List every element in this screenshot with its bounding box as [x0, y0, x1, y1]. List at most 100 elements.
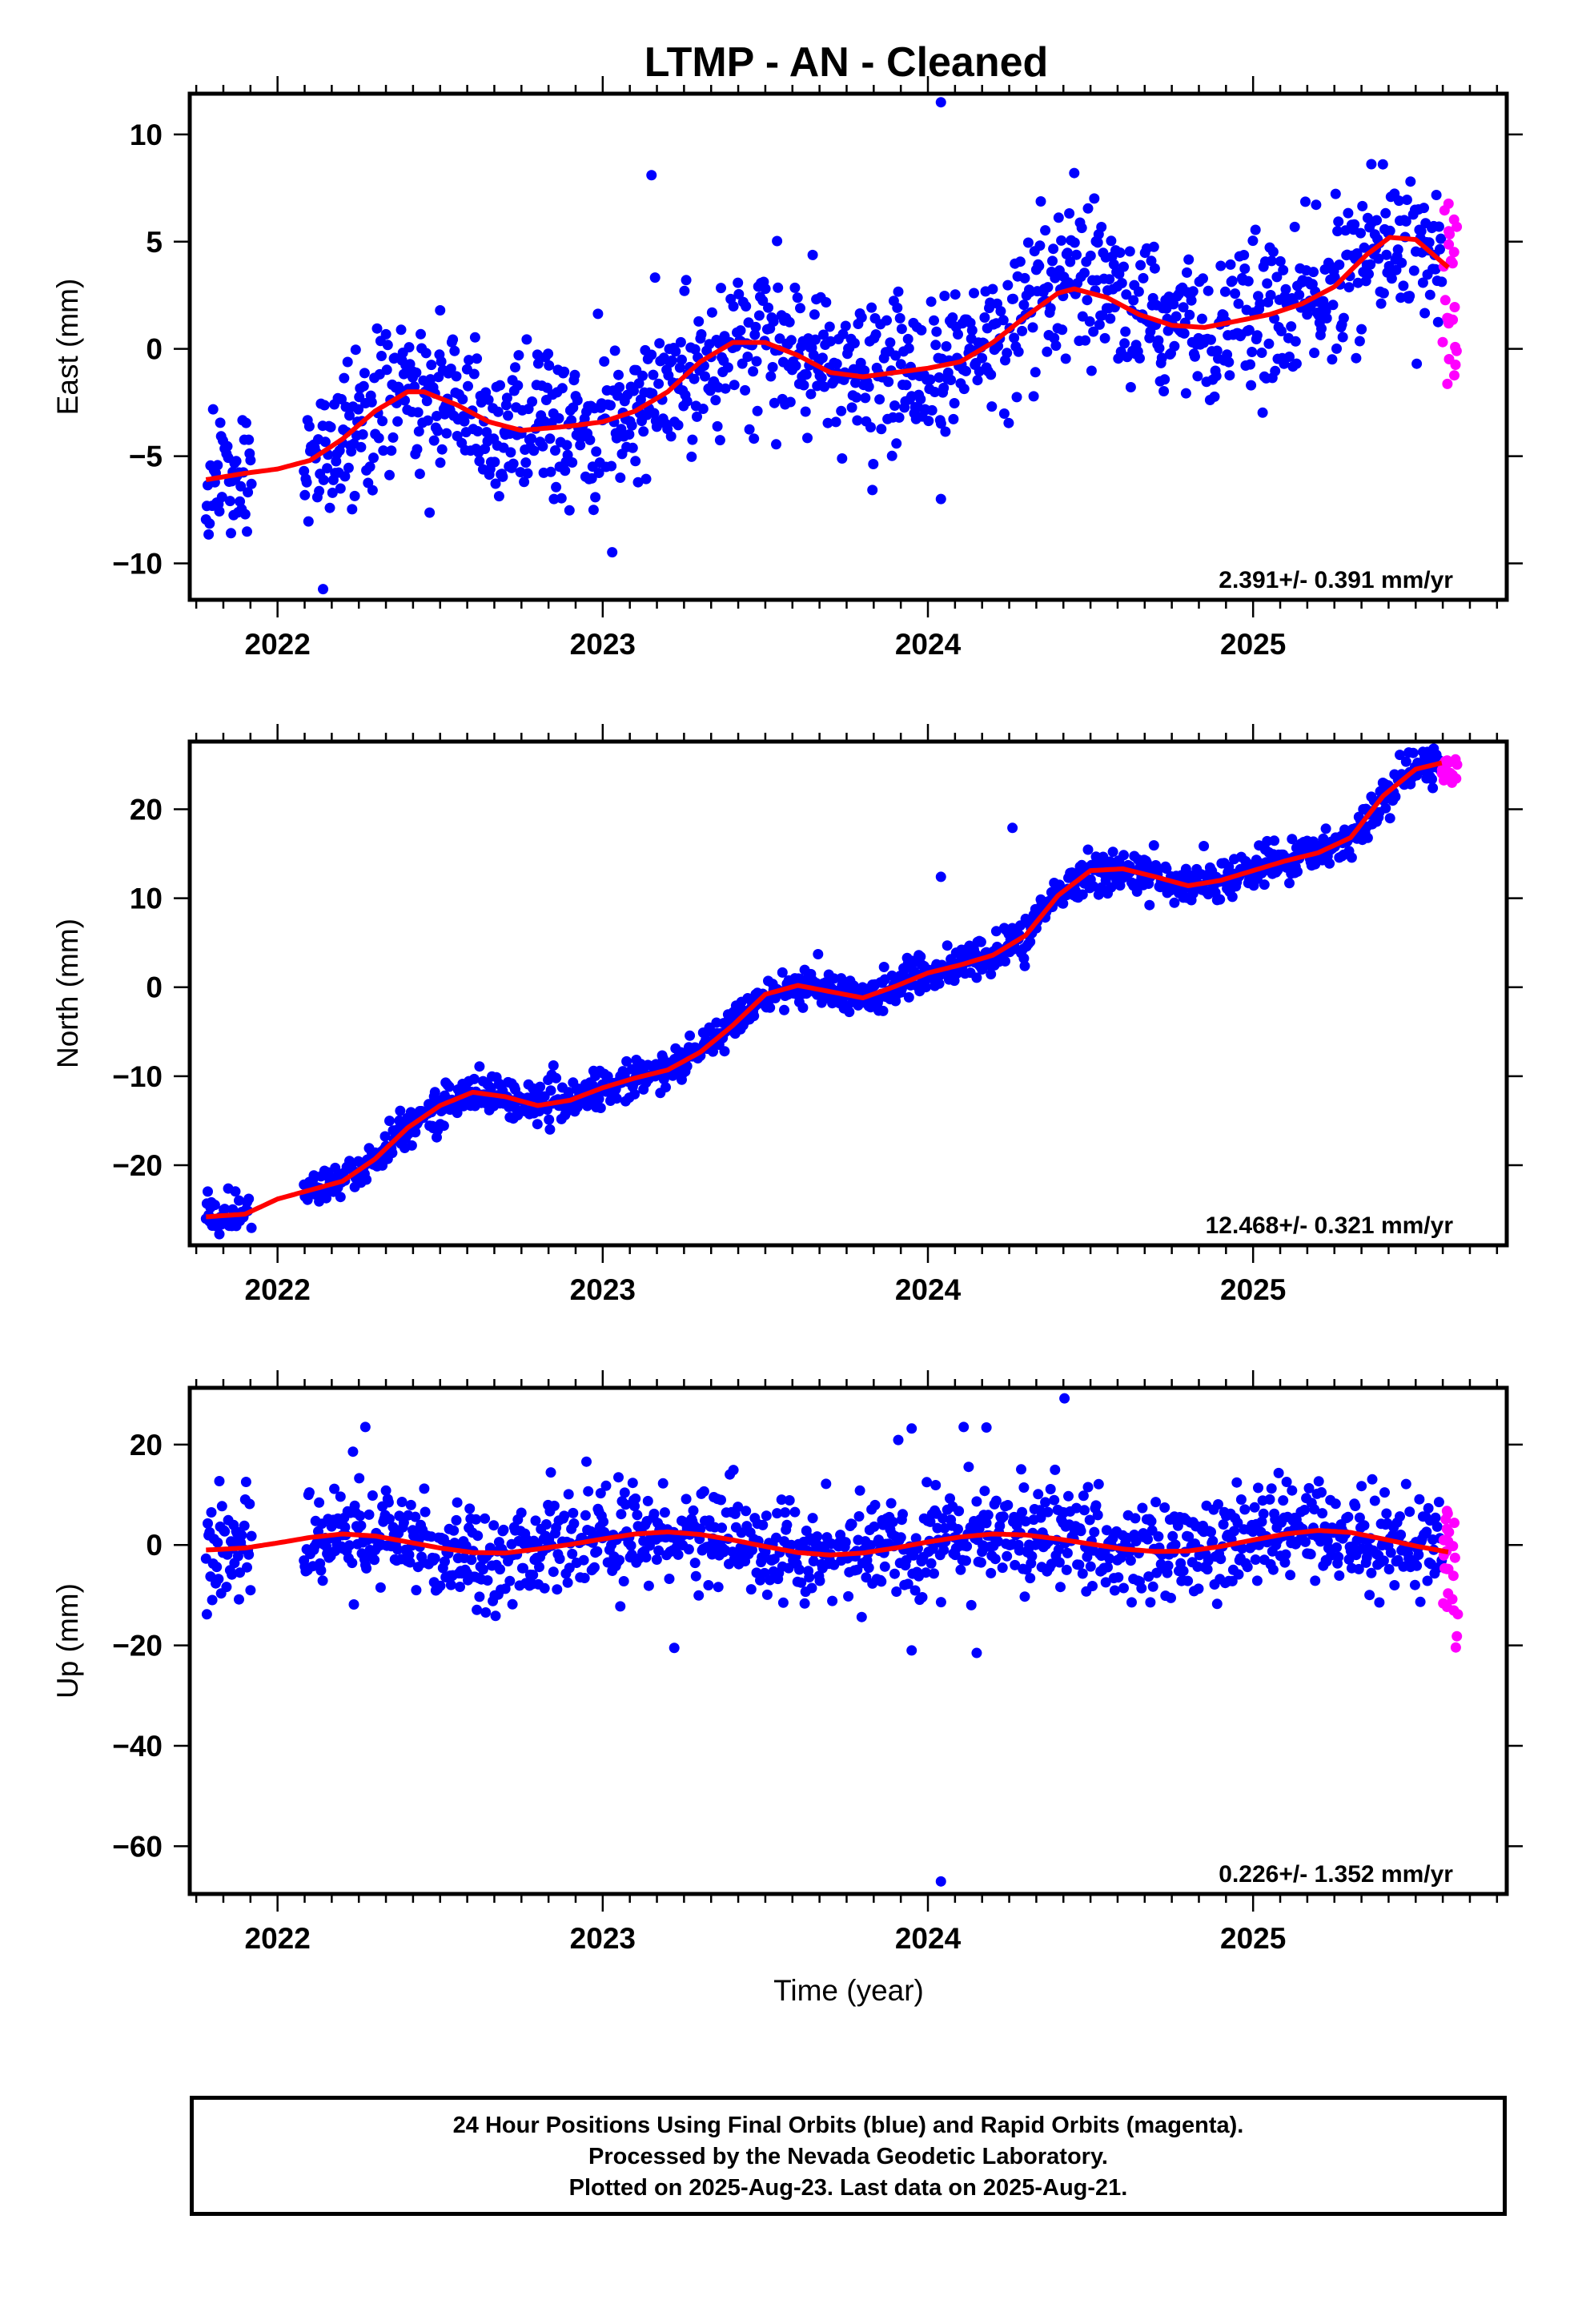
final-orbit-point [544, 433, 556, 444]
final-orbit-point [204, 518, 215, 529]
final-orbit-point [874, 394, 885, 405]
final-orbit-point [474, 456, 485, 467]
final-orbit-point [643, 1580, 654, 1591]
rapid-orbit-point [1447, 1594, 1458, 1605]
final-orbit-point [595, 1488, 606, 1499]
final-orbit-point [819, 381, 830, 392]
final-orbit-point [1413, 1550, 1424, 1560]
y-tick-label: −40 [112, 1730, 163, 1763]
final-orbit-point [612, 390, 623, 401]
final-orbit-point [840, 1537, 851, 1548]
final-orbit-point [586, 472, 597, 484]
final-orbit-point [1125, 382, 1136, 392]
final-orbit-point [895, 1532, 906, 1543]
final-orbit-point [769, 397, 780, 408]
final-orbit-point [1411, 358, 1423, 369]
final-orbit-point [1251, 330, 1263, 341]
final-orbit-point [752, 405, 763, 416]
final-orbit-point [335, 1192, 346, 1203]
final-orbit-point [379, 1131, 391, 1142]
final-orbit-point [592, 308, 604, 320]
final-orbit-point [817, 352, 828, 364]
rapid-orbit-point [1451, 345, 1462, 356]
final-orbit-point [706, 307, 717, 318]
rate-label: 0.226+/- 1.352 mm/yr [1219, 1861, 1453, 1888]
final-orbit-point [840, 320, 851, 332]
rapid-orbit-point [1443, 1526, 1455, 1538]
final-orbit-point [679, 285, 690, 296]
final-orbit-point [935, 493, 946, 505]
final-orbit-point [1308, 267, 1319, 278]
final-orbit-point [303, 420, 315, 432]
final-orbit-point [1124, 246, 1135, 257]
final-orbit-point [1084, 1514, 1095, 1526]
final-orbit-point [1046, 1558, 1057, 1570]
final-orbit-point [378, 445, 389, 456]
final-orbit-point [325, 421, 336, 432]
final-orbit-point [891, 1586, 902, 1597]
final-orbit-point [818, 329, 829, 340]
final-orbit-point [412, 407, 424, 418]
final-orbit-point [1211, 1598, 1223, 1610]
final-orbit-point [1219, 286, 1231, 297]
final-orbit-point [953, 329, 963, 340]
final-orbit-point [1377, 159, 1388, 170]
final-orbit-point [1120, 326, 1131, 337]
final-orbit-point [1048, 243, 1059, 255]
final-orbit-point [958, 1421, 970, 1433]
final-orbit-point [560, 465, 571, 476]
final-orbit-point [1235, 1494, 1247, 1505]
final-orbit-point [234, 1594, 244, 1605]
final-orbit-point [219, 1204, 231, 1215]
final-orbit-point [472, 426, 484, 436]
final-orbit-point [1320, 823, 1331, 834]
final-orbit-point [1101, 1525, 1112, 1536]
rapid-orbit-point [1443, 1563, 1454, 1574]
final-orbit-point [544, 1114, 555, 1125]
final-orbit-point [507, 1598, 518, 1610]
final-orbit-point [798, 380, 809, 391]
final-orbit-point [1273, 1467, 1284, 1478]
final-orbit-point [749, 433, 760, 444]
final-orbit-point [1254, 1539, 1265, 1550]
final-orbit-point [1094, 319, 1105, 330]
final-orbit-point [1278, 1495, 1289, 1506]
final-orbit-point [1077, 889, 1088, 900]
y-tick-label: 0 [146, 971, 163, 1004]
final-orbit-point [1270, 365, 1281, 376]
final-orbit-point [613, 1472, 624, 1483]
final-orbit-point [1380, 207, 1391, 219]
final-orbit-point [687, 434, 698, 445]
y-tick-label: −20 [112, 1149, 163, 1182]
final-orbit-point [489, 456, 500, 468]
final-orbit-point [846, 1518, 857, 1530]
final-orbit-point [1433, 1497, 1444, 1508]
final-orbit-point [1193, 1583, 1204, 1594]
final-orbit-point [1215, 260, 1227, 271]
final-orbit-point [548, 1060, 559, 1071]
final-orbit-point [1069, 167, 1080, 179]
final-orbit-point [522, 468, 533, 479]
final-orbit-point [392, 416, 404, 427]
final-orbit-point [885, 337, 896, 348]
final-orbit-point [1211, 371, 1222, 381]
final-orbit-point [1050, 1464, 1061, 1475]
final-orbit-point [1415, 1596, 1426, 1607]
final-orbit-point [620, 1499, 631, 1510]
final-orbit-point [916, 324, 927, 336]
final-orbit-point [1401, 195, 1412, 205]
final-orbit-point [779, 1004, 789, 1015]
final-orbit-point [1300, 196, 1311, 207]
y-tick-label: 5 [146, 226, 163, 259]
final-orbit-point [844, 1007, 855, 1018]
final-orbit-point [1167, 1530, 1178, 1542]
final-orbit-point [243, 487, 254, 498]
final-orbit-point [1324, 858, 1335, 869]
final-orbit-point [1352, 277, 1363, 288]
final-orbit-point [853, 1511, 865, 1522]
final-orbit-point [1366, 159, 1377, 170]
final-orbit-point [1316, 323, 1327, 334]
final-orbit-point [235, 1567, 246, 1578]
y-tick-label: −20 [112, 1630, 163, 1663]
final-orbit-point [578, 1554, 589, 1566]
